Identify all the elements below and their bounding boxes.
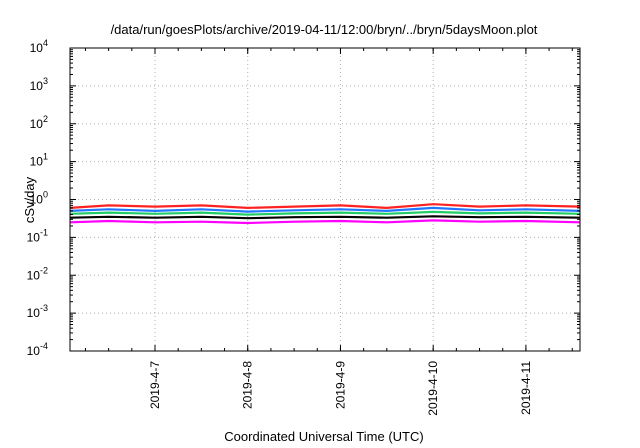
y-tick-exponent: 0 — [43, 190, 48, 200]
y-tick-exponent: -2 — [40, 265, 48, 275]
y-axis-label: cSv/day — [22, 176, 37, 223]
series-line-5 — [69, 219, 581, 225]
x-axis-label: Coordinated Universal Time (UTC) — [224, 429, 423, 444]
y-tick-label: 103 — [30, 76, 48, 93]
y-tick-label: 10-4 — [27, 341, 48, 358]
y-tick-label: 102 — [30, 114, 48, 131]
series-line-1 — [69, 203, 581, 209]
x-tick-label: 2019-4-8 — [241, 361, 255, 409]
y-tick-exponent: 3 — [43, 76, 48, 86]
y-tick-exponent: -1 — [40, 227, 48, 237]
series-group — [69, 203, 581, 225]
y-tick-base: 10 — [30, 117, 44, 131]
y-tick-base: 10 — [30, 79, 44, 93]
grid — [70, 47, 580, 352]
x-tick-label: 2019-4-11 — [519, 361, 533, 415]
y-tick-exponent: -4 — [40, 341, 48, 351]
x-tick-label: 2019-4-9 — [333, 361, 347, 409]
series-line-2 — [69, 206, 581, 213]
y-tick-label: 10-3 — [27, 303, 48, 320]
y-tick-base: 10 — [30, 41, 44, 55]
x-axis: 2019-4-7 2019-4-8 2019-4-9 2019-4-10 2019-4-… — [84, 48, 573, 416]
y-tick-base: 10 — [30, 193, 44, 207]
x-tick-label: 2019-4-7 — [148, 361, 162, 409]
y-tick-label: 100 — [30, 190, 48, 207]
y-tick-base: 10 — [27, 230, 41, 244]
series-line-4 — [69, 215, 581, 220]
y-tick-exponent: -3 — [40, 303, 48, 313]
y-tick-exponent: 1 — [43, 152, 48, 162]
y-tick-exponent: 2 — [43, 114, 48, 124]
y-tick-label: 10-2 — [27, 265, 48, 282]
y-tick-label: 10-1 — [27, 227, 48, 244]
x-tick-label: 2019-4-10 — [426, 361, 440, 416]
y-tick-base: 10 — [27, 268, 41, 282]
y-tick-label: 104 — [30, 38, 48, 55]
chart-title: /data/run/goesPlots/archive/2019-04-11/1… — [111, 22, 538, 37]
series-line-3 — [69, 210, 581, 216]
y-tick-base: 10 — [27, 306, 41, 320]
y-tick-base: 10 — [27, 344, 41, 358]
y-tick-label: 101 — [30, 152, 48, 169]
y-tick-base: 10 — [30, 155, 44, 169]
y-tick-exponent: 4 — [43, 38, 48, 48]
